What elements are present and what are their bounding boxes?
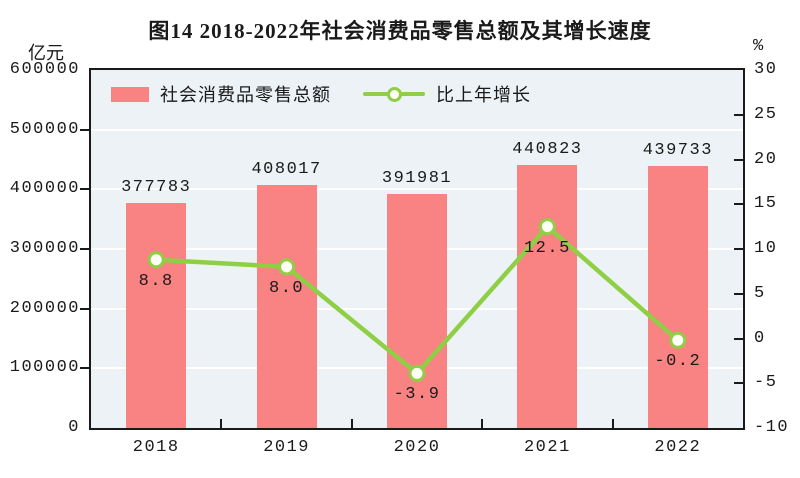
- x-axis-tick: [611, 419, 614, 428]
- right-axis-tick-label: -5: [754, 373, 778, 393]
- right-axis-tick: [734, 248, 743, 250]
- right-axis-tick: [734, 158, 743, 161]
- right-axis-tick: [734, 382, 743, 385]
- line-marker-2021: [538, 218, 556, 236]
- line-marker-2020: [408, 364, 426, 382]
- left-axis-tick-label: 100000: [9, 358, 80, 378]
- x-axis-label-2018: 2018: [132, 438, 180, 457]
- right-axis-tick-label: 10: [754, 239, 778, 258]
- line-value-label-2020: -3.9: [393, 385, 441, 405]
- x-axis-tick: [350, 419, 353, 428]
- bar-2020: [387, 194, 447, 428]
- gridline: [91, 128, 743, 131]
- right-axis-tick: [734, 203, 743, 206]
- line-series: [147, 218, 687, 382]
- legend-line-swatch: [363, 86, 425, 102]
- right-axis-unit-label: %: [753, 37, 765, 56]
- x-axis-label-2022: 2022: [654, 438, 702, 457]
- legend-bar-label: 社会消费品零售总额: [160, 85, 331, 105]
- right-axis-tick-label: 30: [754, 60, 778, 79]
- legend: 社会消费品零售总额 比上年增长: [111, 78, 531, 110]
- x-axis-label-2020: 2020: [393, 438, 441, 457]
- x-axis-tick: [481, 419, 484, 428]
- bar-value-label-2020: 391981: [381, 169, 453, 189]
- left-axis-unit-label: 亿元: [28, 43, 64, 63]
- gridline: [91, 188, 743, 191]
- bar-2021: [517, 164, 578, 428]
- left-axis-tick: [80, 128, 89, 131]
- plot-area: 377783 408017 391981 440823 439733 8.8 8.0 -3.9…: [89, 68, 745, 430]
- bar-2019: [256, 184, 317, 428]
- x-axis-label-2019: 2019: [263, 438, 310, 457]
- line-marker-2018: [147, 251, 165, 269]
- right-axis-tick: [734, 337, 743, 340]
- left-axis-tick: [80, 248, 89, 250]
- bar-value-label-2019: 408017: [251, 159, 322, 179]
- bar-value-label-2018: 377783: [121, 177, 192, 197]
- left-axis-tick-label: 0: [68, 418, 80, 437]
- line-value-label-2022: -0.2: [654, 352, 702, 372]
- line-marker-2022: [669, 331, 687, 349]
- left-axis-tick: [80, 367, 89, 370]
- line-marker-2019: [278, 258, 296, 276]
- left-axis-tick-label: 600000: [9, 60, 80, 79]
- line-value-label-2021: 12.5: [523, 238, 571, 258]
- bar-2022: [647, 165, 708, 428]
- chart-title: 图14 2018-2022年社会消费品零售总额及其增长速度: [148, 19, 652, 43]
- left-axis-tick-label: 500000: [9, 119, 80, 139]
- left-axis-tick-label: 400000: [9, 179, 80, 199]
- right-axis-tick: [734, 292, 743, 295]
- right-axis-tick-label: 0: [754, 328, 766, 348]
- left-axis-tick: [80, 307, 89, 310]
- legend-line-marker-icon: [387, 87, 402, 102]
- bar-2018: [126, 202, 187, 428]
- right-axis-tick-label: 20: [754, 149, 778, 169]
- right-axis-tick: [734, 113, 743, 116]
- left-axis-tick: [80, 188, 89, 191]
- legend-bar-swatch: [111, 86, 149, 102]
- bar-value-label-2022: 439733: [642, 140, 713, 160]
- right-axis-tick-label: -10: [754, 418, 790, 437]
- x-axis-tick: [220, 419, 223, 428]
- left-axis-tick-label: 300000: [9, 239, 80, 258]
- left-axis-tick-label: 200000: [9, 298, 80, 318]
- legend-line-label: 比上年增长: [436, 85, 531, 105]
- line-value-label-2019: 8.0: [269, 278, 305, 298]
- x-axis-label-2021: 2021: [523, 438, 571, 457]
- line-value-label-2018: 8.8: [138, 271, 174, 291]
- right-axis-tick-label: 5: [754, 283, 766, 303]
- right-axis-tick-label: 25: [754, 104, 778, 124]
- bar-value-label-2021: 440823: [512, 139, 583, 159]
- right-axis-tick-label: 15: [754, 194, 778, 214]
